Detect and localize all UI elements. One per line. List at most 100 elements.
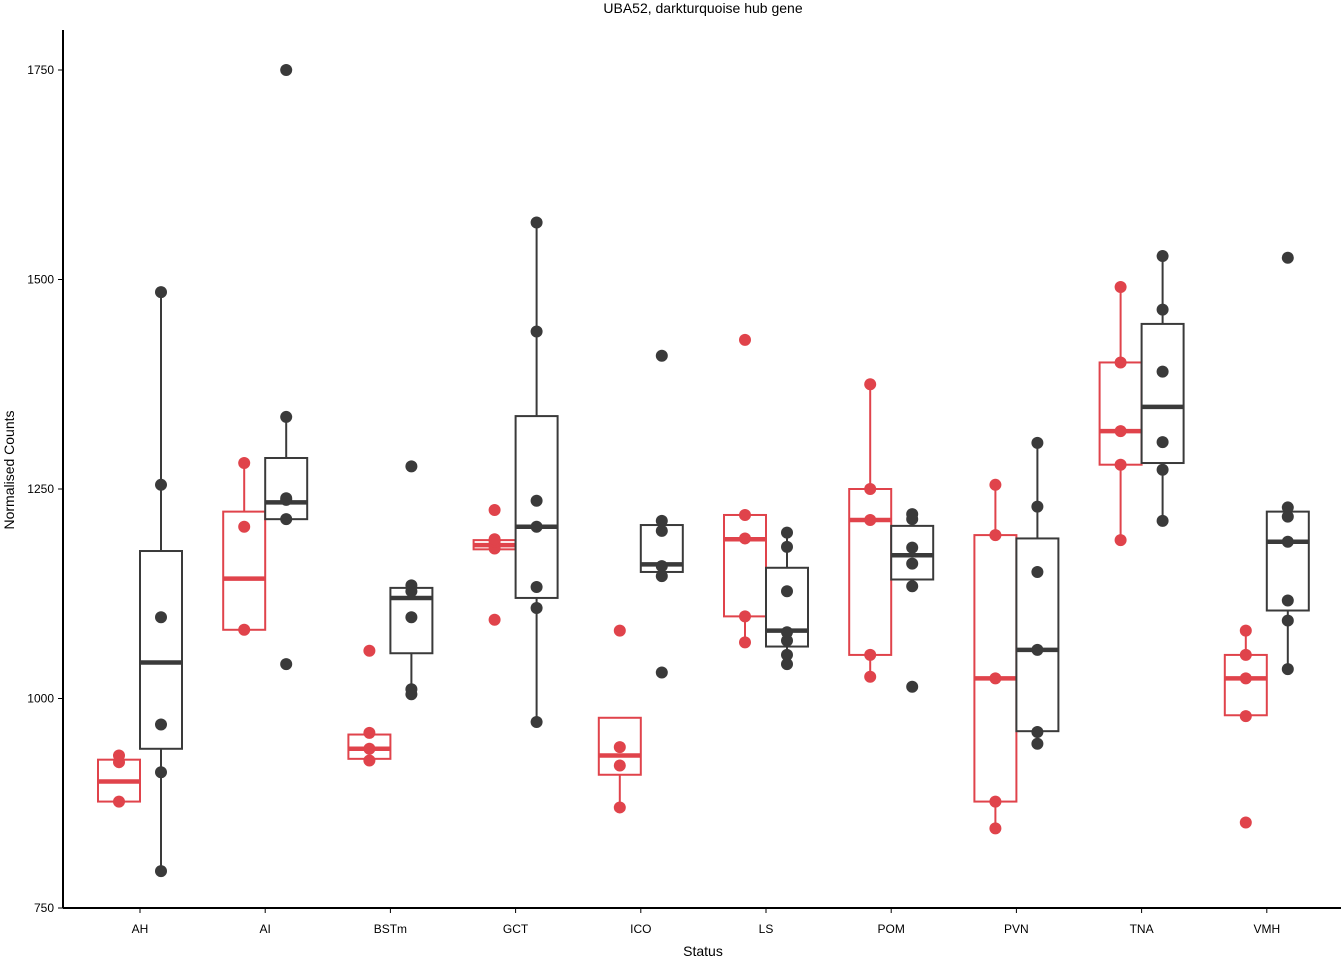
category-group-pom bbox=[848, 378, 935, 693]
data-point bbox=[1156, 463, 1169, 476]
red-series-box bbox=[222, 457, 267, 636]
data-point bbox=[864, 648, 877, 661]
box bbox=[848, 488, 893, 656]
axes: 750 1000 1250 1500 1750 AH AI BSTm GCT ICO LS POM PV… bbox=[27, 30, 1341, 936]
data-point bbox=[989, 529, 1002, 542]
y-tick-label: 750 bbox=[34, 901, 54, 915]
data-point bbox=[864, 670, 877, 683]
box-groups bbox=[97, 64, 1310, 878]
box bbox=[723, 513, 767, 618]
dark-series-box bbox=[389, 460, 434, 701]
data-point bbox=[613, 624, 626, 637]
data-point bbox=[1114, 534, 1127, 547]
dark-series-box bbox=[890, 508, 935, 693]
data-point bbox=[1239, 710, 1252, 723]
data-point bbox=[238, 623, 251, 636]
data-point bbox=[1156, 436, 1169, 449]
data-point bbox=[155, 286, 167, 299]
data-point bbox=[781, 658, 793, 671]
data-point bbox=[864, 514, 877, 527]
data-point bbox=[155, 865, 167, 878]
data-point bbox=[1239, 672, 1252, 685]
data-point bbox=[739, 532, 751, 545]
category-group-gct bbox=[472, 216, 559, 728]
data-point bbox=[1156, 250, 1169, 263]
x-tick-label: VMH bbox=[1253, 922, 1280, 936]
data-point bbox=[363, 742, 376, 755]
category-group-ah bbox=[97, 286, 183, 878]
dark-series-box bbox=[765, 526, 809, 671]
data-point bbox=[739, 508, 751, 521]
data-point bbox=[1031, 565, 1044, 578]
data-point bbox=[405, 460, 418, 473]
data-point bbox=[906, 580, 919, 593]
dark-series-box bbox=[1265, 251, 1310, 676]
red-series-box bbox=[723, 333, 767, 649]
red-series-box bbox=[1223, 624, 1268, 829]
data-point bbox=[781, 634, 793, 647]
data-point bbox=[113, 795, 125, 808]
category-group-tna bbox=[1098, 250, 1185, 547]
data-point bbox=[781, 540, 793, 553]
data-point bbox=[1156, 303, 1169, 316]
data-point bbox=[655, 560, 668, 573]
data-point bbox=[155, 478, 167, 491]
data-point bbox=[781, 585, 793, 598]
dark-series-box bbox=[139, 286, 183, 878]
data-point bbox=[363, 644, 376, 657]
data-point bbox=[1239, 624, 1252, 637]
data-point bbox=[280, 410, 293, 423]
data-point bbox=[739, 636, 751, 649]
data-point bbox=[655, 666, 668, 679]
x-tick-label: AI bbox=[260, 922, 271, 936]
data-point bbox=[655, 570, 668, 583]
data-point bbox=[530, 601, 543, 614]
red-series-box bbox=[472, 503, 517, 626]
data-point bbox=[238, 457, 251, 470]
category-group-ls bbox=[723, 333, 809, 671]
data-point bbox=[405, 579, 418, 592]
x-tick-label: LS bbox=[759, 922, 774, 936]
data-point bbox=[1281, 594, 1294, 607]
category-group-pvn bbox=[973, 436, 1060, 835]
data-point bbox=[1239, 648, 1252, 661]
data-point bbox=[906, 508, 919, 521]
data-point bbox=[781, 648, 793, 661]
data-point bbox=[989, 822, 1002, 835]
box bbox=[514, 415, 559, 599]
y-tick-label: 1000 bbox=[27, 692, 54, 706]
data-point bbox=[280, 64, 293, 76]
data-point bbox=[530, 520, 543, 533]
data-point bbox=[1281, 614, 1294, 627]
data-point bbox=[1031, 436, 1044, 449]
data-point bbox=[238, 520, 251, 533]
x-tick-label: GCT bbox=[503, 922, 529, 936]
data-point bbox=[405, 611, 418, 624]
data-point bbox=[1031, 643, 1044, 656]
data-point bbox=[363, 754, 376, 767]
data-point bbox=[655, 524, 668, 537]
data-point bbox=[1281, 251, 1294, 264]
data-point bbox=[1281, 501, 1294, 514]
dark-series-box bbox=[1140, 250, 1185, 527]
data-point bbox=[739, 610, 751, 623]
data-point bbox=[488, 533, 501, 546]
box bbox=[1098, 361, 1143, 466]
data-point bbox=[280, 492, 293, 505]
data-point bbox=[1156, 514, 1169, 527]
data-point bbox=[1114, 425, 1127, 438]
data-point bbox=[155, 718, 167, 731]
data-point bbox=[363, 726, 376, 739]
y-tick-label: 1750 bbox=[27, 63, 54, 77]
data-point bbox=[1281, 510, 1294, 523]
data-point bbox=[1281, 663, 1294, 676]
data-point bbox=[655, 349, 668, 362]
data-point bbox=[113, 749, 125, 762]
x-tick-label: ICO bbox=[630, 922, 651, 936]
red-series-box bbox=[97, 749, 141, 808]
box bbox=[139, 550, 183, 750]
data-point bbox=[488, 613, 501, 626]
data-point bbox=[1031, 500, 1044, 513]
data-point bbox=[1114, 281, 1127, 294]
y-axis-label: Normalised Counts bbox=[1, 410, 17, 529]
